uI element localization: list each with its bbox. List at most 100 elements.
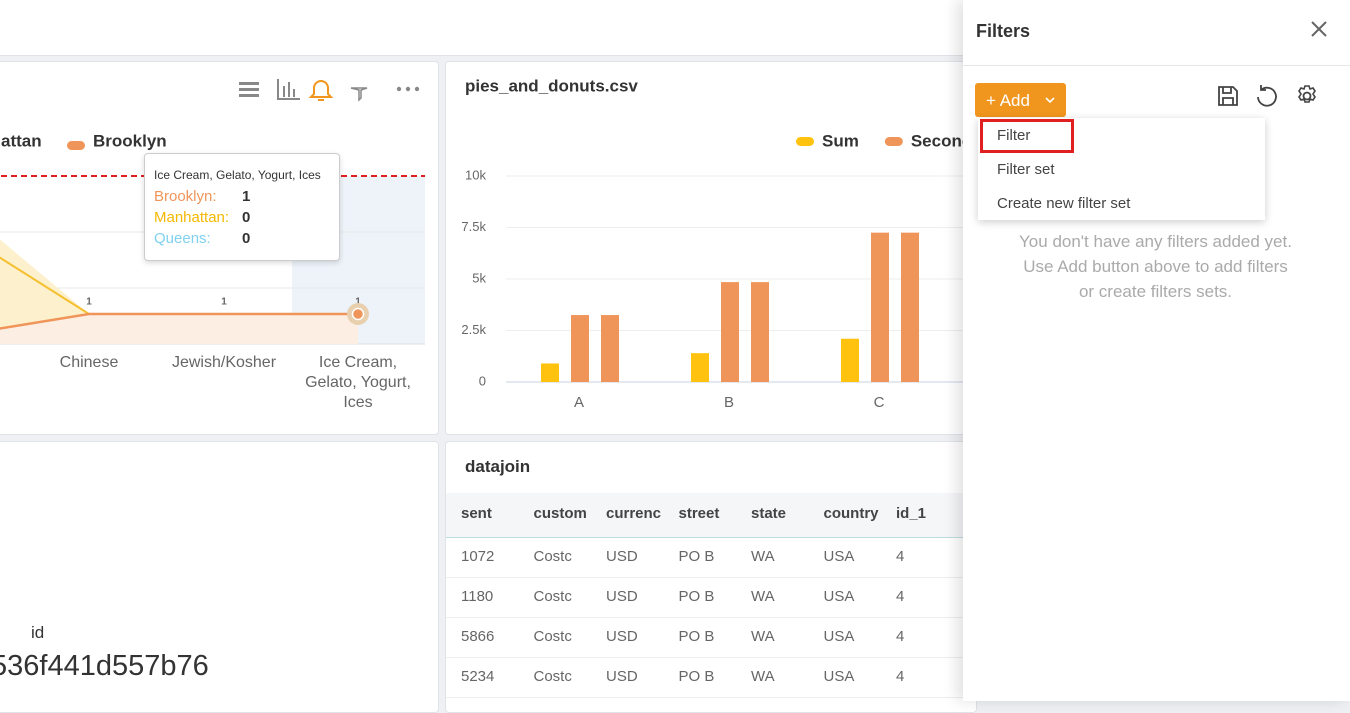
metric-value: 536f441d557b76 [0,650,209,682]
bar [751,282,769,382]
table-cell: WA [751,668,775,685]
icon [293,89,295,97]
panel-title: Filters [976,21,1031,41]
message-line: Use Add button above to add filters [1023,257,1288,276]
table-cell: 5234 [461,668,495,685]
icon [283,86,285,97]
column-header: currenc [606,505,662,522]
column-header: id_1 [896,505,927,522]
legend-label: Brooklyn [93,131,167,150]
point [351,307,365,321]
table-header [446,493,976,538]
x-tick-label: Ice Cream, Gelato, Yogurt, Ices [305,354,411,411]
table-cell: WA [751,628,775,645]
line [0,256,90,315]
table-cell: WA [751,548,775,565]
alert-icon[interactable] [308,79,334,101]
x-tick-label: A [574,394,584,411]
chevron [1045,97,1055,104]
table-cell: USA [823,548,855,565]
bar [721,282,739,382]
column-header: sent [461,505,492,522]
reset-icon[interactable] [1255,84,1279,108]
menu-item[interactable]: Filter [997,127,1031,144]
dropdown-menu: Filter Filter set Create new filter set [978,118,1265,220]
x-tick-label: Jewish/Kosher [171,354,277,371]
close-button[interactable] [1311,21,1327,37]
chart-title: pies_and_donuts.csv [465,76,638,95]
y-tick-label: 0 [479,373,486,388]
table-cell: Costc [533,548,572,565]
legend-swatch [884,137,903,146]
data-label: 1 [221,297,227,308]
divider [963,65,1350,66]
table-cell: Costc [533,668,572,685]
bar-panel: pies_and_donuts.csv 0 2.5k 5k 7.5k 10k A B C Sum… [445,61,977,435]
table-cell: 1072 [461,548,495,565]
tooltip-value: 0 [242,230,251,247]
bar [541,363,559,382]
row-divider [446,697,976,698]
bar [901,232,919,382]
bar [601,315,619,382]
row-divider [446,657,976,658]
tooltip-value: 1 [242,188,251,205]
y-tick-label: 7.5k [461,219,486,234]
icon [239,88,259,91]
tooltip-value: 0 [242,209,251,226]
table-cell: 4 [896,588,905,605]
legend-swatch [67,141,85,150]
icon [288,82,290,97]
bar [871,232,889,382]
button-label: + Add [986,91,1030,110]
y-tick-label: 2.5k [461,322,486,337]
legend-label: Seconc [911,131,971,150]
table-cell: 4 [896,628,905,645]
add-button[interactable]: + Add [975,83,1066,117]
table-title: datajoin [465,457,531,476]
data-label: 1 [86,297,92,308]
table-cell: PO B [678,668,715,685]
tooltip-label: Manhattan: [154,209,230,226]
table-cell: 5866 [461,628,495,645]
column-header: custom [533,505,587,522]
tooltip-label: Queens: [154,230,211,247]
table-cell: PO B [678,628,715,645]
menu-item[interactable]: Filter set [997,161,1055,178]
table-cell: 4 [896,548,905,565]
column-header: state [751,505,787,522]
area [0,314,358,344]
icon [239,82,259,85]
bar-chart: pies_and_donuts.csv 0 2.5k 5k 7.5k 10k A B C Sum… [461,76,976,411]
legend-label: attan [1,131,42,150]
bar [841,338,859,382]
table-cell: WA [751,588,775,605]
table-cell: USD [606,628,638,645]
icon [350,87,368,102]
table-cell: USD [606,668,638,685]
panel-icons [239,79,420,102]
menu-item[interactable]: Create new filter set [997,195,1131,212]
line-panel: attan Brooklyn 1 1 1 Chinese Jewish/Kosher I… [0,61,439,435]
message-line: or create filters sets. [1078,282,1233,301]
icon [396,86,402,92]
legend-label: Sum [822,131,859,150]
y-tick-label: 10k [465,167,486,182]
icon [239,94,259,97]
tooltip-title: Ice Cream, Gelato, Yogurt, Ices [154,168,321,182]
column-header: country [823,505,879,522]
icon [277,79,300,100]
table-cell: Costc [533,628,572,645]
icon [405,86,411,92]
column-header: street [678,505,720,522]
save-icon[interactable] [1217,85,1239,107]
table-cell: USA [823,628,855,645]
table-cell: Costc [533,588,572,605]
table-cell: USD [606,548,638,565]
settings-icon[interactable] [1295,84,1319,108]
tooltip: Ice Cream, Gelato, Yogurt, Ices Brooklyn:… [144,153,340,261]
table-cell: 1180 [461,588,494,605]
legend-swatch [796,137,814,146]
data-label: 1 [355,297,361,308]
